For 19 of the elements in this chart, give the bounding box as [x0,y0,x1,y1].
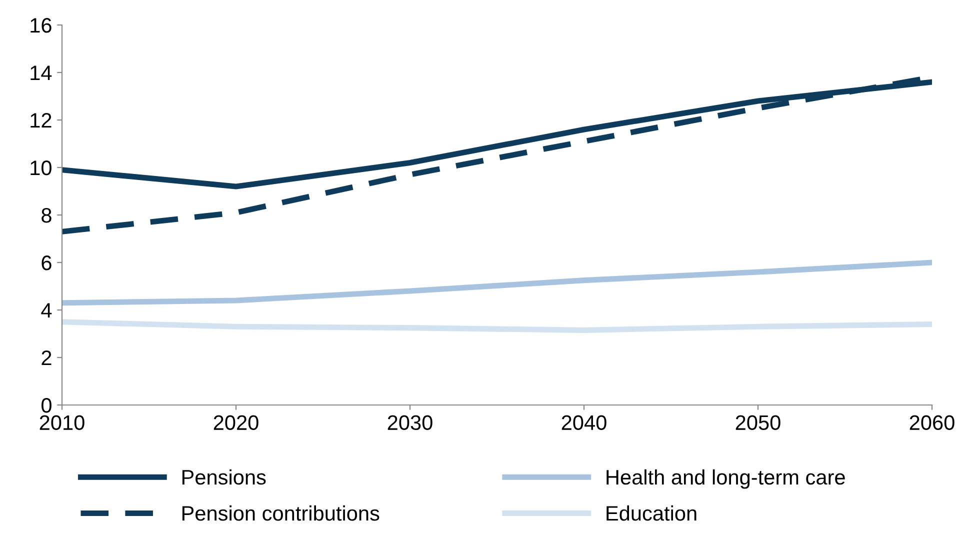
x-tick-label: 2060 [910,415,954,430]
legend-label: Education [606,505,696,521]
legend-label: Pensions [182,469,266,485]
x-tick-label: 2020 [214,415,258,430]
x-tick-label: 2050 [736,415,780,430]
y-tick-label: 6 [42,256,52,270]
legend-label: Health and long-term care [606,469,845,489]
y-tick-label: 2 [42,350,52,366]
x-tick-label: 2010 [40,415,84,430]
y-tick-label: 4 [41,303,52,318]
y-tick-label: 10 [30,160,52,176]
x-tick-label: 2040 [562,415,606,430]
y-tick-label: 0 [42,398,52,413]
x-tick-label: 2030 [388,415,432,430]
y-tick-label: 16 [30,18,52,33]
legend-label: Pension contributions [182,505,380,521]
y-tick-label: 12 [30,113,52,128]
y-tick-label: 8 [42,208,52,223]
y-tick-label: 14 [30,66,52,80]
